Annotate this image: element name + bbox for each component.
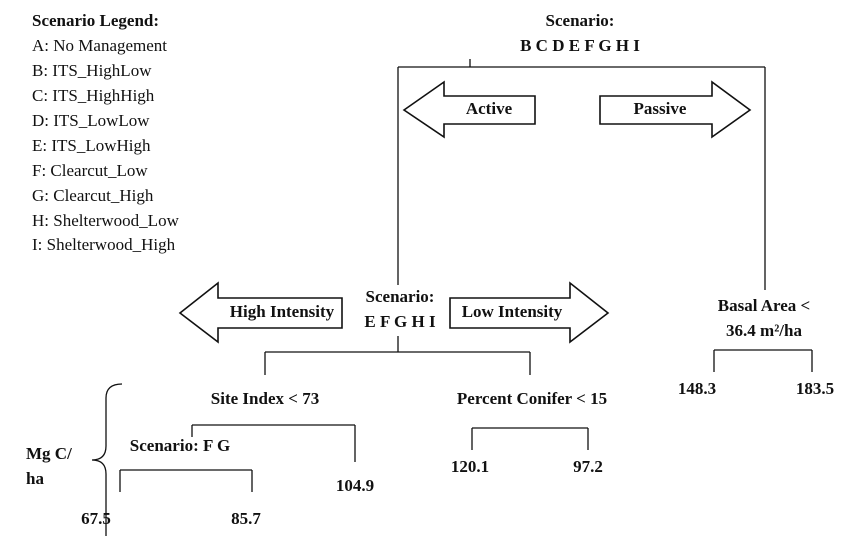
unit-label: Mg C/ [26, 444, 72, 463]
node-scenarios: B C D E F G H I [520, 36, 640, 55]
arrow [599, 80, 752, 139]
legend-item: I: Shelterwood_High [32, 235, 176, 254]
brace [91, 383, 123, 536]
legend-item: C: ITS_HighHigh [32, 86, 155, 105]
node-scenarios: E F G H I [364, 312, 436, 331]
node-label: Scenario: [546, 11, 615, 30]
unit-label: ha [26, 469, 44, 488]
node-label: Basal Area < [718, 296, 811, 315]
node-label: Site Index < 73 [211, 389, 319, 408]
leaf-value: 183.5 [796, 379, 834, 398]
arrow-label: Active [466, 99, 513, 118]
leaf-value: 67.5 [81, 509, 111, 528]
arrow [178, 281, 343, 344]
legend-item: F: Clearcut_Low [32, 161, 148, 180]
arrow-label: Passive [634, 99, 687, 118]
leaf-value: 97.2 [573, 457, 603, 476]
legend: Scenario Legend: A: No Management B: ITS… [32, 11, 180, 254]
node-label: Percent Conifer < 15 [457, 389, 607, 408]
node-label: Scenario: F G [130, 436, 230, 455]
legend-title: Scenario Legend: [32, 11, 159, 30]
arrow-label: Low Intensity [462, 302, 563, 321]
legend-item: E: ITS_LowHigh [32, 136, 151, 155]
arrow [449, 281, 610, 344]
node-threshold: 36.4 m²/ha [726, 321, 802, 340]
arrow [402, 80, 536, 139]
legend-item: A: No Management [32, 36, 167, 55]
leaf-value: 85.7 [231, 509, 261, 528]
arrow-label: High Intensity [230, 302, 335, 321]
legend-item: D: ITS_LowLow [32, 111, 150, 130]
legend-item: H: Shelterwood_Low [32, 211, 180, 230]
legend-item: B: ITS_HighLow [32, 61, 152, 80]
leaf-value: 148.3 [678, 379, 716, 398]
leaf-value: 104.9 [336, 476, 374, 495]
legend-item: G: Clearcut_High [32, 186, 154, 205]
leaf-value: 120.1 [451, 457, 489, 476]
node-label: Scenario: [366, 287, 435, 306]
